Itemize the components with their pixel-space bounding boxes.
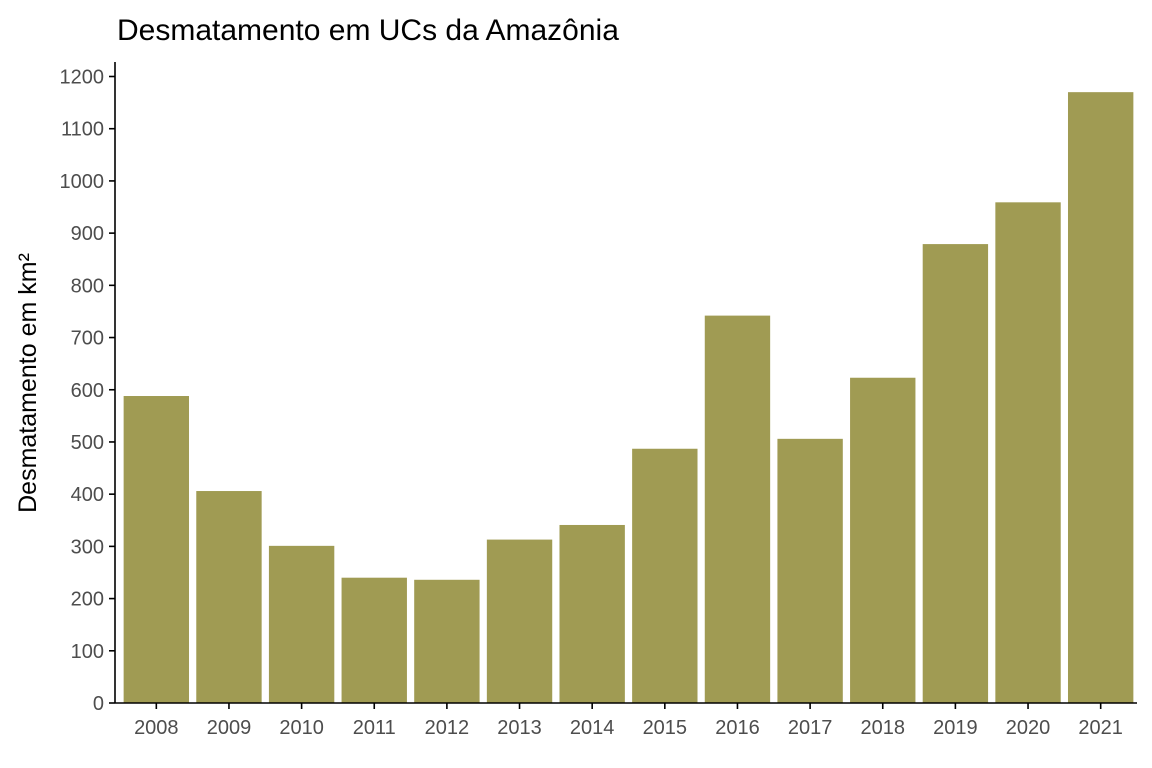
x-tick-label: 2013 (497, 717, 542, 739)
bars-group (123, 92, 1134, 703)
bar-2016 (704, 315, 771, 703)
x-tick-label: 2008 (134, 717, 179, 739)
y-tick-label: 600 (71, 380, 104, 402)
y-tick-label: 1200 (60, 67, 105, 89)
bar-2017 (777, 438, 843, 703)
bar-2010 (268, 545, 335, 703)
y-tick-label: 100 (71, 641, 104, 663)
bar-2012 (414, 579, 480, 703)
bar-2019 (922, 244, 989, 703)
y-tick-label: 800 (71, 275, 104, 297)
bar-2014 (559, 524, 625, 703)
y-tick-label: 500 (71, 432, 104, 454)
bar-2018 (850, 377, 916, 703)
y-axis-ticks: 0 100 200 300 400 500 600 700 800 900 1000 1100 1200 (60, 67, 115, 715)
x-tick-label: 2018 (861, 717, 906, 739)
x-tick-label: 2019 (933, 717, 978, 739)
y-axis-label: Desmatamento em km² (14, 253, 42, 513)
bar-2011 (341, 577, 407, 703)
bar-2015 (632, 448, 698, 703)
x-axis-ticks: 2008 2009 2010 2011 2012 2013 2014 2015 2016 2017… (134, 703, 1123, 739)
x-tick-label: 2010 (279, 717, 324, 739)
y-tick-label: 900 (71, 223, 104, 245)
bar-2021 (1067, 92, 1134, 703)
bar-2008 (123, 396, 190, 703)
x-tick-label: 2012 (425, 717, 470, 739)
x-tick-label: 2014 (570, 717, 615, 739)
y-tick-label: 300 (71, 536, 104, 558)
y-tick-label: 200 (71, 589, 104, 611)
y-tick-label: 1100 (61, 119, 104, 141)
y-tick-label: 400 (71, 484, 104, 506)
x-tick-label: 2011 (353, 717, 396, 739)
y-tick-label: 700 (71, 328, 104, 350)
chart-title: Desmatamento em UCs da Amazônia (117, 14, 619, 47)
x-tick-label: 2009 (207, 717, 252, 739)
bar-2020 (995, 202, 1061, 703)
x-tick-label: 2016 (715, 717, 760, 739)
bar-2013 (486, 539, 553, 703)
x-tick-label: 2015 (643, 717, 688, 739)
x-tick-label: 2017 (788, 717, 833, 739)
bar-2009 (196, 491, 262, 703)
x-tick-label: 2020 (1006, 717, 1051, 739)
x-tick-label: 2021 (1078, 717, 1123, 739)
y-tick-label: 0 (93, 693, 104, 715)
y-tick-label: 1000 (60, 171, 105, 193)
